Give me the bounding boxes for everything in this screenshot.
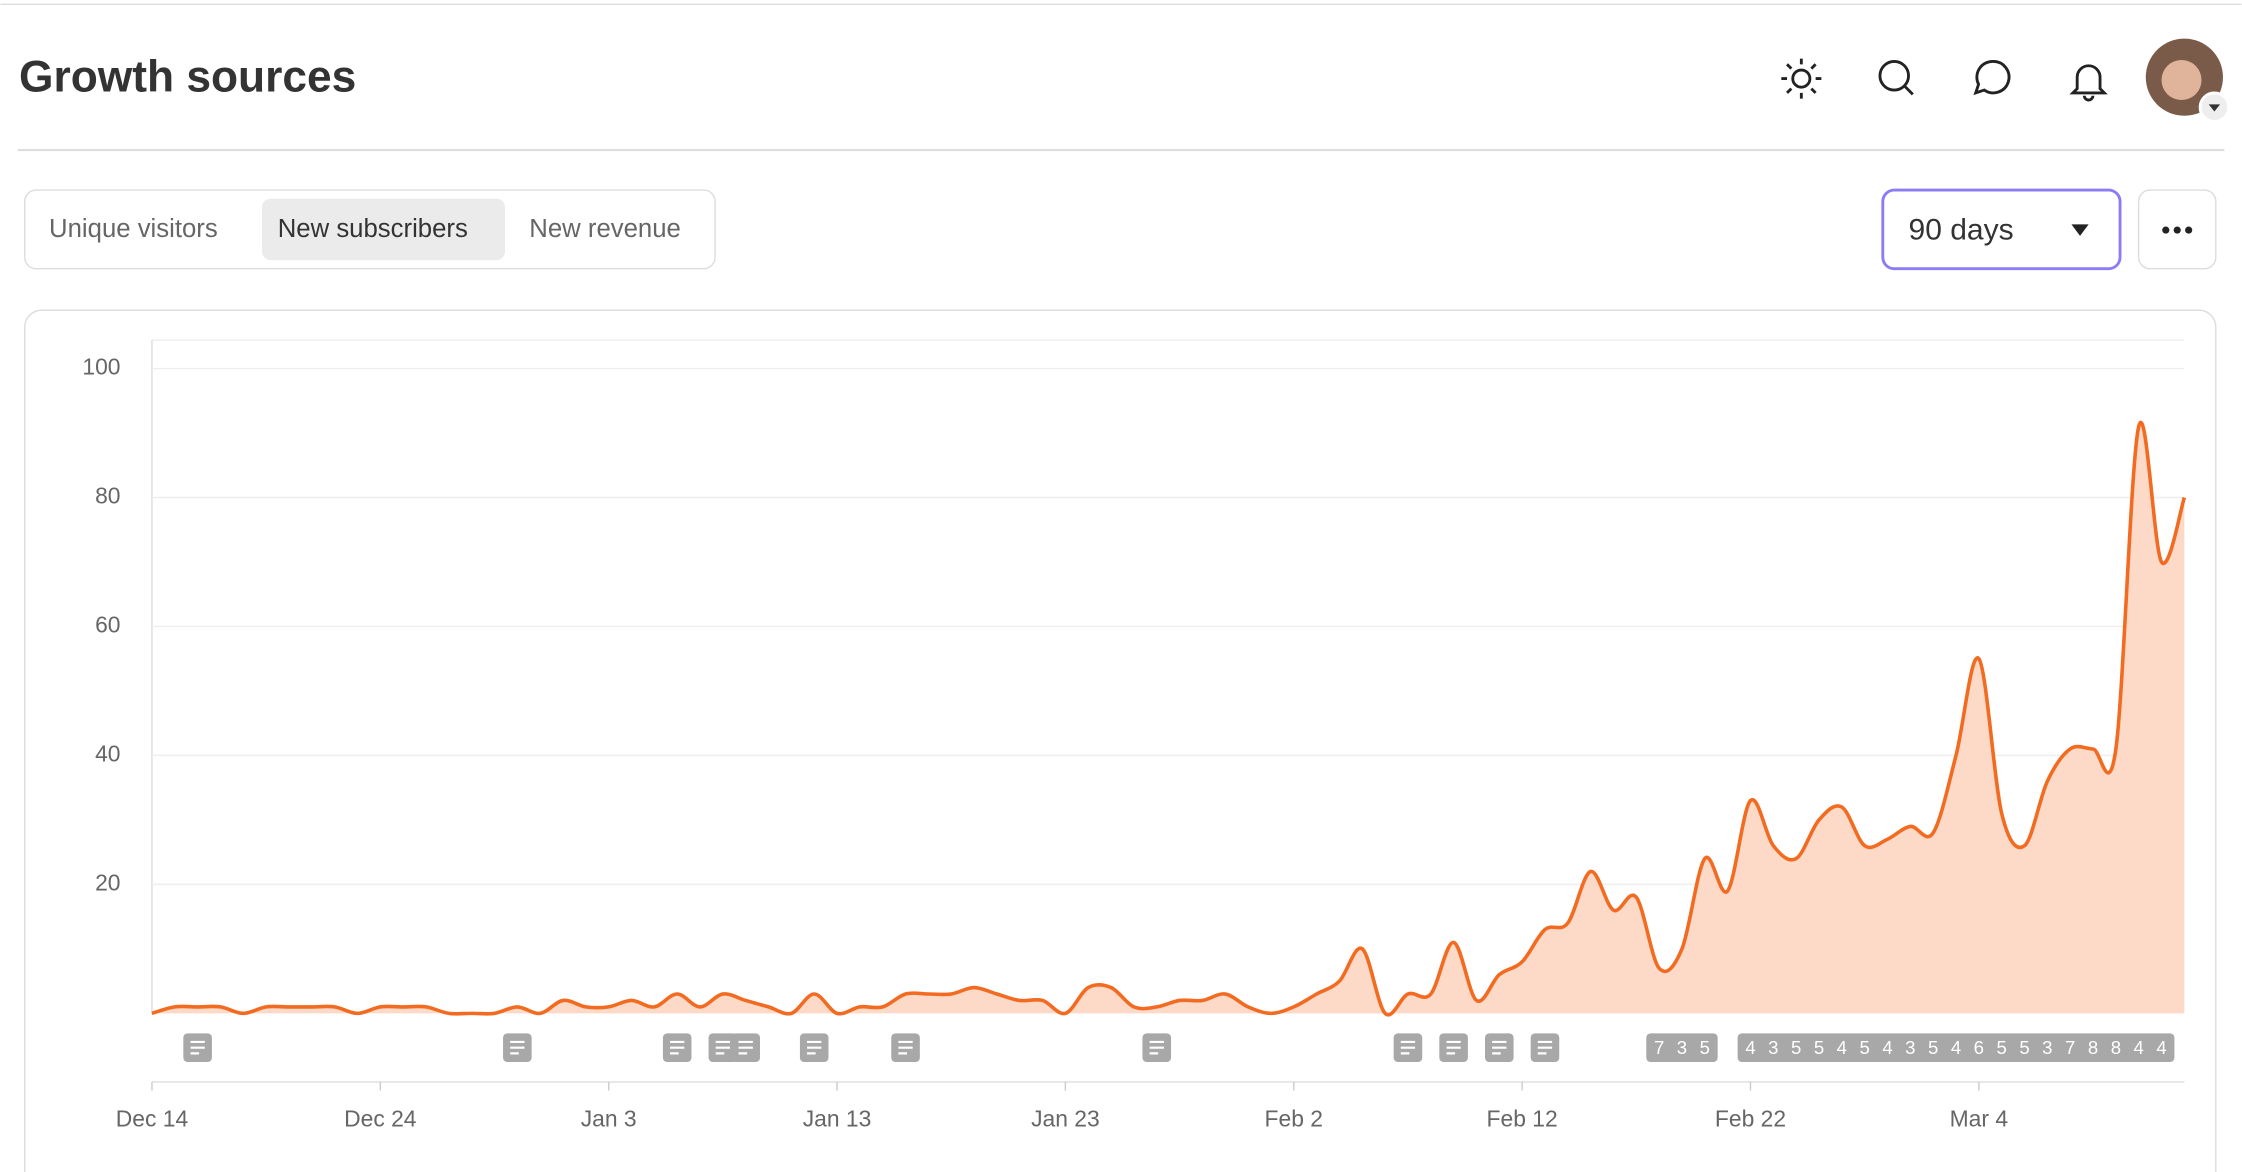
event-count: 6 [1974, 1037, 1984, 1058]
chart-card [24, 309, 2217, 1172]
event-count: 4 [2134, 1037, 2144, 1058]
notifications-button[interactable] [2069, 64, 2108, 102]
post-icon-lines [1537, 1040, 1553, 1055]
theme-toggle[interactable] [1781, 58, 1822, 99]
post-icon-lines [898, 1040, 913, 1055]
toolbar-icons [1781, 58, 2108, 102]
x-tick-label: Feb 2 [1265, 1106, 1323, 1132]
post-marker [1393, 1033, 1423, 1062]
event-count: 5 [1859, 1037, 1869, 1058]
event-count: 4 [1882, 1037, 1892, 1058]
post-icon-lines [1400, 1040, 1416, 1055]
post-icon-lines [715, 1040, 731, 1055]
event-count: 4 [1745, 1037, 1755, 1058]
post-marker [708, 1033, 738, 1062]
avatar[interactable] [2145, 38, 2231, 123]
event-badge [1646, 1033, 1718, 1062]
more-dots [2162, 226, 2193, 234]
chart: 20 40 60 80 100 Dec 14 Dec 24 Jan 3 Jan 13 Jan 23… [82, 339, 2187, 1132]
tab-active[interactable]: New subscribers [278, 215, 468, 243]
dropdown-arrow [2071, 224, 2089, 236]
search-button[interactable] [1878, 60, 1914, 96]
event-count: 5 [1997, 1037, 2007, 1058]
event-count: 5 [1928, 1037, 1938, 1058]
post-icon-lines [190, 1040, 205, 1055]
post-marker [799, 1033, 829, 1062]
x-tick-label: Feb 12 [1487, 1106, 1558, 1132]
post-marker [1484, 1033, 1514, 1062]
event-count: 3 [2042, 1037, 2052, 1058]
post-marker [1530, 1033, 1560, 1062]
event-count: 5 [2019, 1037, 2029, 1058]
post-icon-lines [1446, 1040, 1461, 1055]
post-icon-lines [807, 1040, 822, 1055]
y-tick-label: 100 [82, 354, 120, 380]
event-count: 4 [1951, 1037, 1961, 1058]
tab[interactable]: New revenue [529, 215, 681, 243]
x-tick-label: Jan 13 [803, 1106, 872, 1132]
x-tick-label: Feb 22 [1715, 1106, 1786, 1132]
event-count: 5 [1814, 1037, 1824, 1058]
x-tick-label: Jan 3 [581, 1106, 637, 1132]
x-tick-label: Mar 4 [1950, 1106, 2009, 1132]
x-tick-label: Dec 24 [344, 1106, 417, 1132]
post-marker [503, 1033, 532, 1062]
range-dropdown[interactable] [1881, 188, 2122, 271]
y-tick-label: 80 [95, 483, 120, 509]
page-title: Growth sources [19, 53, 356, 102]
event-count: 5 [1791, 1037, 1801, 1058]
post-marker [183, 1033, 212, 1062]
area [151, 422, 2185, 1015]
line [151, 420, 2187, 1017]
tab[interactable]: Unique visitors [49, 215, 218, 243]
x-tick-label: Dec 14 [116, 1106, 189, 1132]
event-count: 8 [2111, 1037, 2121, 1058]
post-marker [662, 1033, 692, 1062]
post-icon-lines [1492, 1040, 1507, 1055]
post-marker [891, 1033, 920, 1062]
y-tick-label: 60 [95, 611, 120, 637]
event-count: 3 [1768, 1037, 1778, 1058]
event-count: 4 [2156, 1037, 2166, 1058]
x-tick-label: Jan 23 [1031, 1106, 1100, 1132]
event-count: 3 [1677, 1037, 1687, 1058]
event-count: 4 [1837, 1037, 1847, 1058]
post-marker [1142, 1033, 1172, 1062]
event-count: 5 [1700, 1037, 1710, 1058]
tab-selected-bg [262, 198, 505, 261]
post-marker [731, 1033, 760, 1062]
post-icon-lines [510, 1040, 525, 1055]
event-count: 7 [2065, 1037, 2075, 1058]
post-icon-lines [1149, 1040, 1164, 1055]
y-tick-label: 20 [95, 869, 120, 895]
comments-button[interactable] [1973, 60, 2011, 96]
event-count: 8 [2088, 1037, 2098, 1058]
event-badge [1737, 1033, 2175, 1062]
y-tick-label: 40 [95, 740, 120, 766]
post-icon-lines [670, 1040, 685, 1055]
event-count: 3 [1905, 1037, 1915, 1058]
range-value: 90 days [1909, 213, 2014, 246]
post-marker [1439, 1033, 1468, 1062]
event-count: 7 [1654, 1037, 1664, 1058]
post-icon-lines [738, 1040, 753, 1055]
